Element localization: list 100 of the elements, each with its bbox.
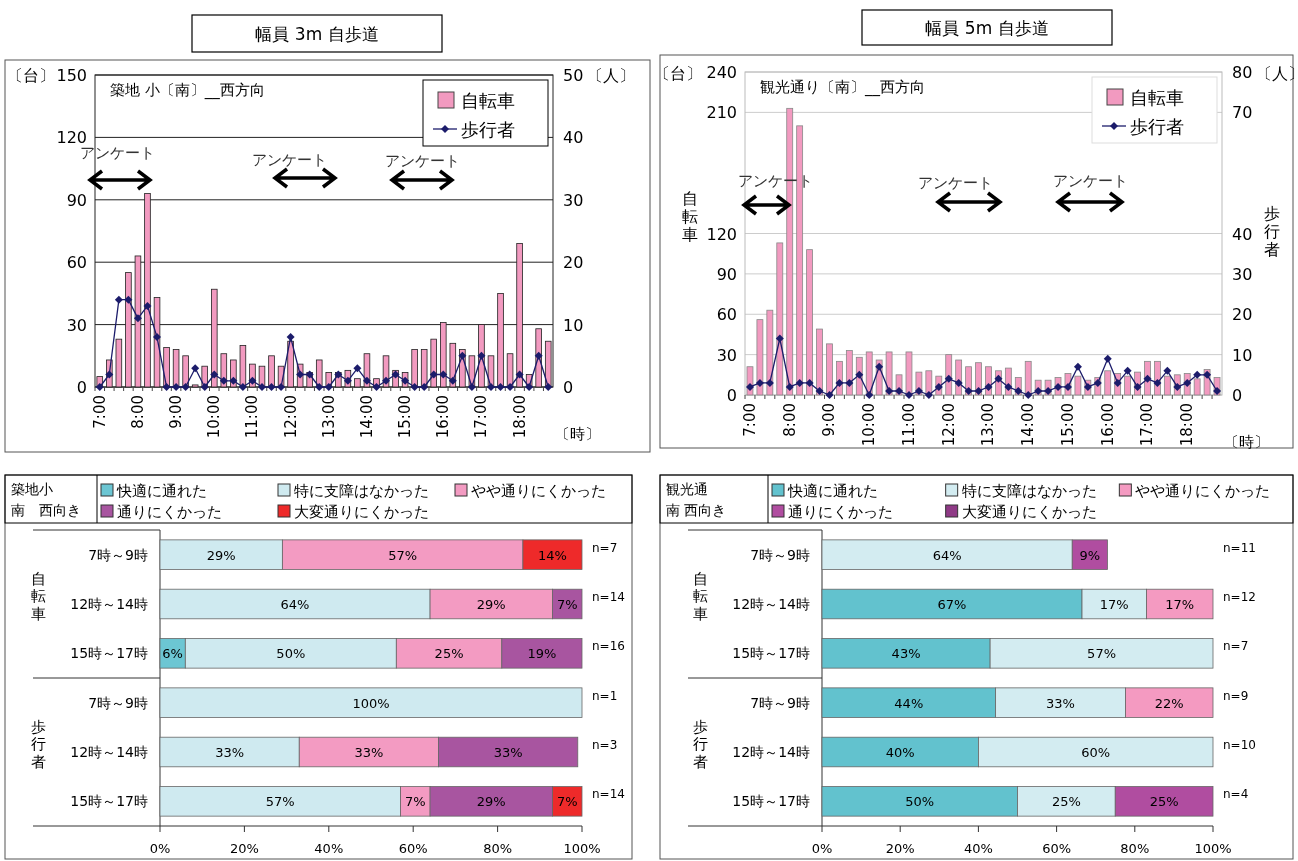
data-label: 60% [1081,745,1111,760]
point [124,295,133,304]
point [353,364,362,373]
point [1083,382,1092,391]
bar [268,355,275,388]
point [964,386,973,395]
y2-tick-label: 40 [1232,224,1253,244]
annotation: アンケート [252,151,327,169]
point [835,378,844,387]
point [181,383,190,391]
x-tick-label: 7:00 [740,403,759,437]
point [1063,382,1072,391]
point [486,383,495,391]
legend-label: 特に支障はなかった [294,482,429,500]
point [1113,378,1122,387]
point [855,370,864,379]
y2-tick-label: 80 [1232,63,1253,82]
point [496,383,505,391]
data-label: 50% [905,794,935,810]
legend-label: 特に支障はなかった [961,482,1097,500]
x-tick-label: 13:00 [979,403,998,447]
point [296,370,305,379]
annotation: アンケート [738,172,813,190]
bar [420,349,428,388]
point [343,376,352,385]
point [420,383,429,391]
point [172,383,181,391]
x-tick-label: 40% [314,841,344,856]
legend-label: やや通りにくかった [1135,482,1271,500]
text: 歩行者 [692,718,708,771]
point [815,386,824,395]
point [1213,386,1222,395]
data-label: 29% [476,597,506,612]
bar [806,249,813,396]
data-label: 67% [937,597,967,612]
bar [1124,375,1131,396]
point [153,333,162,342]
bar [239,345,247,388]
point [765,378,774,387]
y2-tick-label: 10 [563,315,584,335]
point [795,378,804,387]
x-tick-label: 11:00 [243,395,262,439]
point [95,383,104,391]
y-tick-label: 7時～9時 [750,546,810,563]
point [785,382,794,391]
point [1173,382,1182,391]
y-tick-label: 120 [706,224,737,244]
point [1004,382,1013,391]
bar [776,242,784,396]
x-tick-label: 12:00 [281,395,300,439]
bar [796,125,804,396]
x-tick-label: 14:00 [1019,403,1038,447]
data-label: 29% [476,794,506,810]
data-label: 25% [1051,794,1081,810]
data-label: 25% [1149,794,1179,810]
y-tick-label: 60 [716,305,737,325]
point [506,383,515,391]
point [439,370,448,379]
point [1163,366,1172,375]
data-label: 33% [215,745,245,760]
text: n=10 [1223,738,1256,752]
point [525,383,534,391]
y2-axis-title: 歩行者 [1264,203,1280,260]
point [477,351,486,360]
point [1123,366,1132,375]
y-tick-label: 150 [56,66,87,85]
annotation: アンケート [385,152,460,170]
x-tick-label: 16:00 [434,395,453,439]
point [238,383,247,391]
y-tick-label: 7時～9時 [88,546,148,563]
point [515,370,524,379]
point [1193,370,1202,379]
point [1153,378,1162,387]
data-label: 64% [932,547,962,563]
x-tick-label: 100% [563,841,601,856]
x-axis-title: 〔時〕 [1224,433,1269,451]
bar [756,319,764,396]
data-label: 19% [527,646,557,662]
y-tick-label: 12時～14時 [732,596,810,612]
y-tick-label: 30 [66,315,87,335]
text: n=1 [592,688,618,703]
point [885,386,894,395]
point [334,370,343,379]
text: n=12 [1223,590,1256,604]
point [755,378,764,387]
x-tick-label: 17:00 [472,395,491,439]
text: 南 西向き [666,502,727,518]
point [324,383,333,391]
point [315,383,324,391]
x-tick-label: 10:00 [205,395,224,439]
text: n=11 [1223,540,1256,555]
data-label: 6% [162,646,183,662]
bar [1074,375,1082,396]
y2-tick-label: 70 [1232,103,1253,123]
y-tick-label: 210 [706,103,737,123]
legend-label: 快適に通れた [116,482,207,500]
y-tick-label: 7時～9時 [88,694,148,711]
point [954,378,963,387]
point [1024,391,1033,399]
point [825,391,834,399]
